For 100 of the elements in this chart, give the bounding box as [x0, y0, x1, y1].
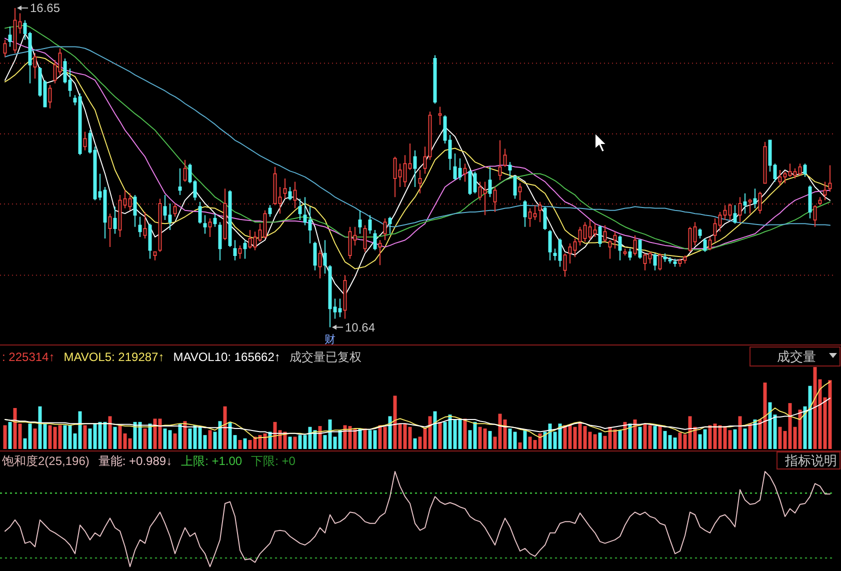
bar: [658, 426, 662, 449]
candlestick: [808, 184, 812, 219]
bar: [463, 418, 467, 449]
candlestick: [233, 240, 237, 261]
ref-line-label: 下限: +0: [251, 454, 296, 468]
candlestick: [603, 224, 607, 242]
candlestick: [318, 250, 322, 279]
candlestick: [3, 39, 7, 58]
candlestick: [813, 204, 817, 228]
candlestick: [758, 191, 762, 214]
candlestick: [628, 248, 632, 261]
candlestick: [828, 164, 832, 192]
candlestick: [488, 166, 492, 198]
candlestick: [243, 240, 247, 260]
candlestick: [623, 248, 627, 256]
candlestick: [183, 159, 187, 182]
bar: [173, 433, 177, 449]
annotation: 16.65: [30, 1, 60, 16]
candlestick: [673, 258, 677, 268]
candlestick: [663, 252, 667, 262]
candlestick: [598, 224, 602, 248]
bar: [223, 406, 227, 449]
bar: [598, 432, 602, 449]
bar: [623, 422, 627, 449]
candlestick: [283, 178, 287, 200]
bar: [183, 421, 187, 449]
dropdown-button: 成交量: [750, 346, 840, 366]
bar: [243, 438, 247, 449]
candlestick: [508, 162, 512, 178]
candlestick: [108, 213, 112, 248]
candlestick: [733, 204, 737, 224]
bar: [488, 430, 492, 449]
bar: [433, 411, 437, 449]
bar: [748, 424, 752, 449]
candlestick: [228, 190, 232, 248]
candlestick: [613, 231, 617, 250]
bar: [108, 416, 112, 449]
bar: [83, 425, 87, 449]
candlestick: [358, 210, 362, 234]
candlestick: [383, 218, 387, 241]
bar: [388, 416, 392, 449]
candlestick: [133, 194, 137, 228]
candlestick: [463, 163, 467, 182]
candlestick: [433, 54, 437, 104]
bar: [178, 424, 182, 449]
bar: [358, 428, 362, 449]
bar: [618, 430, 622, 449]
candlestick: [738, 196, 742, 223]
candlestick: [658, 252, 662, 271]
candlestick: [223, 188, 227, 241]
bar: [113, 426, 117, 449]
bar: [738, 416, 742, 449]
candlestick: [668, 256, 672, 264]
candlestick: [743, 192, 747, 214]
bar: [633, 419, 637, 449]
candlestick: [748, 198, 752, 214]
candlestick: [203, 214, 207, 234]
candlestick: [138, 216, 142, 238]
candlestick: [368, 214, 372, 234]
candlestick: [378, 240, 382, 266]
bar: [743, 428, 747, 449]
candlestick: [158, 198, 162, 252]
candlestick: [33, 52, 37, 80]
bar: [3, 425, 7, 449]
bar: [143, 428, 147, 449]
candlestick: [173, 202, 177, 218]
bar: [33, 428, 37, 449]
bar: [438, 422, 442, 449]
text: 成交量已复权: [289, 350, 362, 364]
bar: [238, 440, 242, 449]
candlestick: [638, 240, 642, 260]
candlestick: [148, 223, 152, 260]
candlestick: [608, 240, 612, 260]
candlestick: [543, 206, 547, 231]
bar: [523, 430, 527, 449]
candlestick: [823, 181, 827, 201]
candlestick: [238, 244, 242, 260]
annotation: 10.64: [345, 320, 376, 334]
bar: [753, 419, 757, 449]
candlestick: [323, 240, 327, 274]
bar: [318, 426, 322, 449]
candlestick: [218, 222, 222, 261]
bar: [363, 428, 367, 449]
candlestick: [753, 188, 757, 209]
candlestick: [343, 274, 347, 320]
candlestick: [48, 84, 52, 109]
bar: [293, 436, 297, 449]
candlestick: [113, 206, 117, 234]
candlestick: [563, 252, 567, 278]
button: 指标说明: [776, 452, 840, 470]
candlestick: [493, 186, 497, 212]
text: 量能: +0.989↓: [98, 454, 172, 468]
candlestick: [703, 238, 707, 252]
text: : 225314↑: [2, 350, 55, 364]
bar: [653, 426, 657, 449]
candlestick: [633, 234, 637, 256]
bar: [413, 438, 417, 449]
candlestick: [548, 230, 552, 261]
candlestick: [293, 181, 297, 209]
candlestick: [143, 211, 147, 240]
